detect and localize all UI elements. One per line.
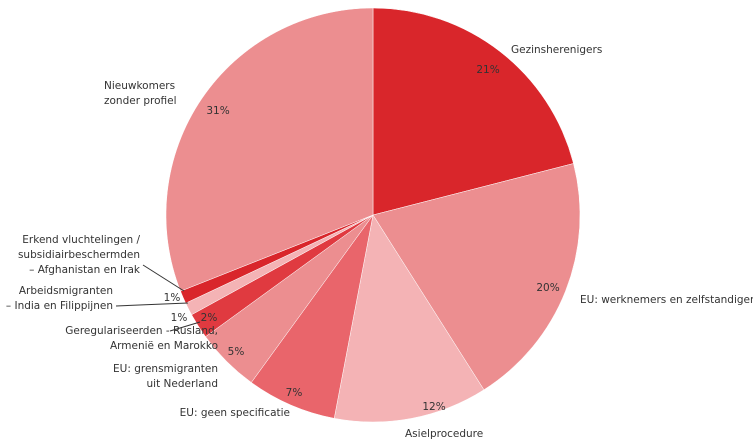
- slice-label: uit Nederland: [147, 378, 218, 390]
- slice-label: zonder profiel: [104, 95, 177, 107]
- slice-label: Arbeidsmigranten: [19, 285, 113, 297]
- slice-label: EU: geen specificatie: [180, 407, 290, 419]
- leader-line: [115, 302, 189, 307]
- slice-label: EU: grensmigranten: [113, 363, 218, 375]
- pie-slice: [333, 214, 485, 423]
- slice-label: – Afghanistan en Irak: [29, 264, 141, 276]
- percent-label: 1%: [171, 312, 188, 324]
- slice-label: Erkend vluchtelingen /: [22, 234, 140, 246]
- percent-label: 20%: [536, 282, 559, 294]
- slice-label: Geregulariseerden - Rusland,: [65, 325, 218, 337]
- pie-slice: [372, 163, 581, 391]
- slice-label: Armenië en Marokko: [110, 340, 218, 352]
- slice-label: Nieuwkomers: [104, 80, 175, 92]
- percent-label: 31%: [206, 105, 229, 117]
- slice-label: subsidiairbeschermden: [18, 249, 140, 261]
- percent-label: 21%: [476, 64, 499, 76]
- slice-label: – India en Filippijnen: [6, 300, 113, 312]
- leader-line: [169, 321, 201, 332]
- leader-line: [142, 264, 185, 292]
- percent-label: 2%: [201, 312, 218, 324]
- percent-label: 12%: [422, 401, 445, 413]
- percent-label: 1%: [164, 292, 181, 304]
- slice-label: Asielprocedure: [405, 428, 483, 439]
- pie-slice: [372, 7, 574, 216]
- slice-label: EU: werknemers en zelfstandigen: [580, 294, 753, 306]
- percent-label: 7%: [286, 387, 303, 399]
- pie-slice: [165, 7, 374, 292]
- slice-label: Gezinsherenigers: [511, 44, 602, 56]
- percent-label: 5%: [228, 346, 245, 358]
